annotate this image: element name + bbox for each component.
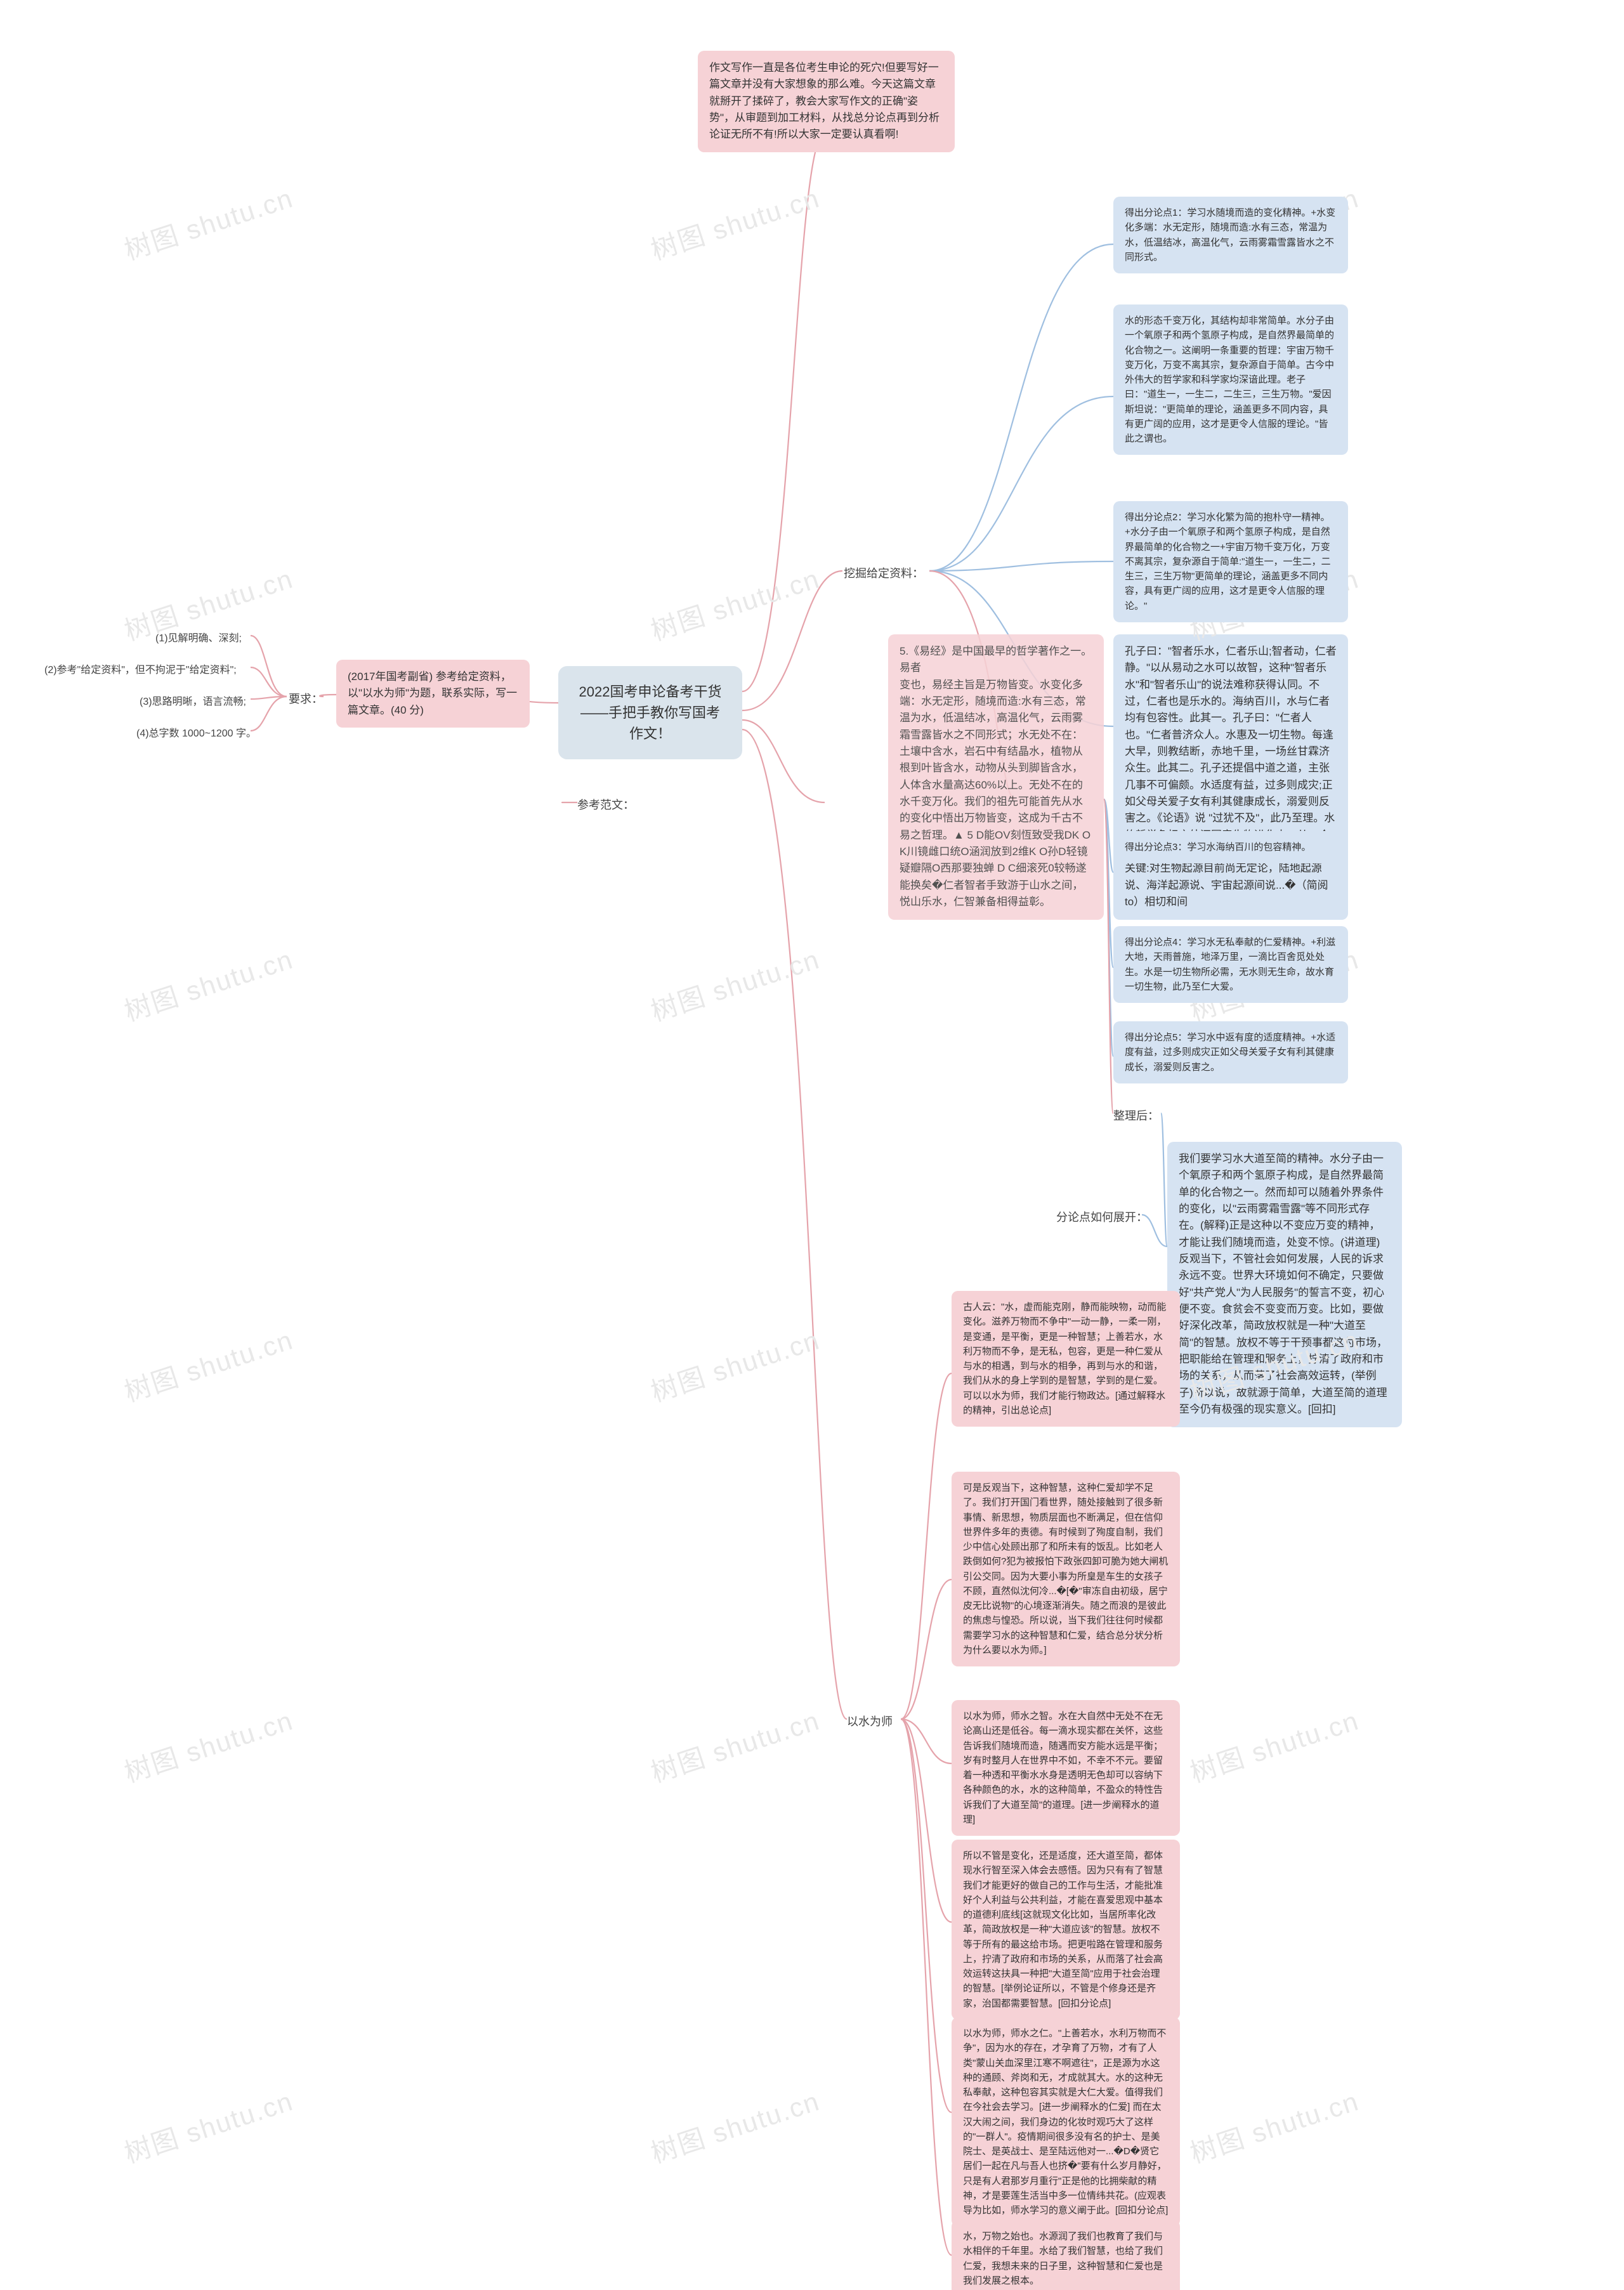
edge [929,396,1113,571]
essay-node: 古人云："水，虚而能克刚，静而能映物，动而能变化。滋养万物而不争中"一动一静，一… [952,1291,1180,1427]
left-child: (2)参考"给定资料"，但不拘泥于"给定资料"; [44,661,237,676]
watermark: 树图 shutu.cn [119,1319,298,1410]
point-node: 得出分论点5：学习水中返有度的适度精神。+水适度有益，过多则成灾正如父母关爱子女… [1113,1021,1348,1083]
essay-node: 可是反观当下，这种智慧，这种仁爱却学不足了。我们打开国门看世界，随处接触到了很多… [952,1472,1180,1666]
essay-node: 以水为师，师水之智。水在大自然中无处不在无论高山还是低谷。每一滴水现实都在关怀，… [952,1700,1180,1836]
left-child: (4)总字数 1000~1200 字。 [136,724,256,740]
postfix-label: 整理后： [1113,1107,1159,1123]
yijing-node: 5.《易经》是中国最早的哲学著作之一。易者 变也，易经主旨是万物皆变。水变化多端… [888,634,1104,920]
essay-node: 水，万物之始也。水源润了我们也教育了我们与水相伴的千年里。水给了我们智慧，也给了… [952,2220,1180,2290]
point-node: 水的形态千变万化，其结构却非常简单。水分子由一个氧原子和两个氢原子构成，是自然界… [1113,304,1348,455]
req-label: 要求： [289,690,323,707]
point-node: 得出分论点4：学习水无私奉献的仁爱精神。+利滋大地，天雨普施，地泽万里，一滴比百… [1113,926,1348,1003]
edge [929,561,1113,571]
edge [251,636,287,697]
yijing-label: 5.《易经》是中国最早的哲学著作之一。易者 [900,643,1092,677]
intro-text: 作文写作一直是各位考生申论的死穴!但要写好一篇文章并没有大家想象的那么难。今天这… [709,62,940,140]
edge [1104,799,1113,967]
left-parent-text: (2017年国考副省) 参考给定资料，以"以水为师"为题，联系实际，写一篇文章。… [348,671,517,716]
kongzi-text: 孔子曰："智者乐水，仁者乐山;智者动，仁者静。"以从易动之水可以故智，这种"智者… [1125,645,1337,908]
edge [742,571,842,710]
center-node: 2022国考申论备考干货——手把手教你写国考作文！ [558,666,742,759]
edge [1104,799,1113,872]
edge [251,667,287,697]
edge [742,730,847,1719]
watermark: 树图 shutu.cn [645,558,824,648]
watermark: 树图 shutu.cn [1184,1699,1363,1790]
sample-label: 参考范文： [577,796,634,813]
left-child: (3)思路明晰，语言流畅; [140,693,246,708]
postfix-text: 我们要学习水大道至简的精神。水分子由一个氧原子和两个氢原子构成，是自然界最简单的… [1179,1153,1387,1415]
mining-label: 挖掘给定资料： [844,565,924,581]
edge [901,1719,952,2255]
watermark: 树图 shutu.cn [645,1319,824,1410]
edge [1161,1113,1167,1246]
watermark: 树图 shutu.cn [645,1699,824,1790]
essay-node: 所以不管是变化，还是适度，还大道至简，都体现水行智至深入体会去感悟。因为只有有了… [952,1840,1180,2020]
edge [901,1719,952,1763]
expand-label: 分论点如何展开： [1056,1208,1148,1225]
edge [901,1719,952,1922]
edge [901,1719,952,2112]
watermark: 树图 shutu.cn [119,938,298,1029]
postfix-node: 我们要学习水大道至简的精神。水分子由一个氧原子和两个氢原子构成，是自然界最简单的… [1167,1142,1402,1427]
essay-label: 以水为师 [847,1713,893,1729]
edge [929,244,1113,571]
watermark: 树图 shutu.cn [119,1699,298,1790]
point-node: 得出分论点1：学习水随境而造的变化精神。+水变化多端：水无定形，随境而造:水有三… [1113,197,1348,273]
point-node: 得出分论点3：学习水海纳百川的包容精神。 [1113,831,1348,863]
edge [1104,799,1113,1113]
watermark: 树图 shutu.cn [645,938,824,1029]
center-text: 2022国考申论备考干货——手把手教你写国考作文！ [579,684,722,742]
watermark: 树图 shutu.cn [645,177,824,268]
edge [251,697,287,699]
edge [901,1580,952,1719]
watermark: 树图 shutu.cn [645,2080,824,2171]
watermark: 树图 shutu.cn [119,177,298,268]
left-child: (1)见解明确、深刻; [155,629,242,644]
point-node: 得出分论点2：学习水化繁为简的抱朴守一精神。+水分子由一个氧原子和两个氢原子构成… [1113,501,1348,622]
yijing-text: 变也，易经主旨是万物皆变。水变化多端：水无定形，随境而造:水有三态，常温为水，低… [900,679,1090,908]
watermark: 树图 shutu.cn [1184,2080,1363,2171]
edge [901,1373,952,1719]
left-parent-node: (2017年国考副省) 参考给定资料，以"以水为师"为题，联系实际，写一篇文章。… [336,660,530,728]
watermark: 树图 shutu.cn [119,2080,298,2171]
edge [742,720,825,802]
essay-node: 以水为师，师水之仁。"上善若水，水利万物而不争"，因为水的存在，才孕育了万物，才… [952,2017,1180,2227]
kongzi-node: 孔子曰："智者乐水，仁者乐山;智者动，仁者静。"以从易动之水可以故智，这种"智者… [1113,634,1348,920]
intro-node: 作文写作一直是各位考生申论的死穴!但要写好一篇文章并没有大家想象的那么难。今天这… [698,51,955,152]
edge [1104,799,1113,1056]
edge [742,133,825,691]
